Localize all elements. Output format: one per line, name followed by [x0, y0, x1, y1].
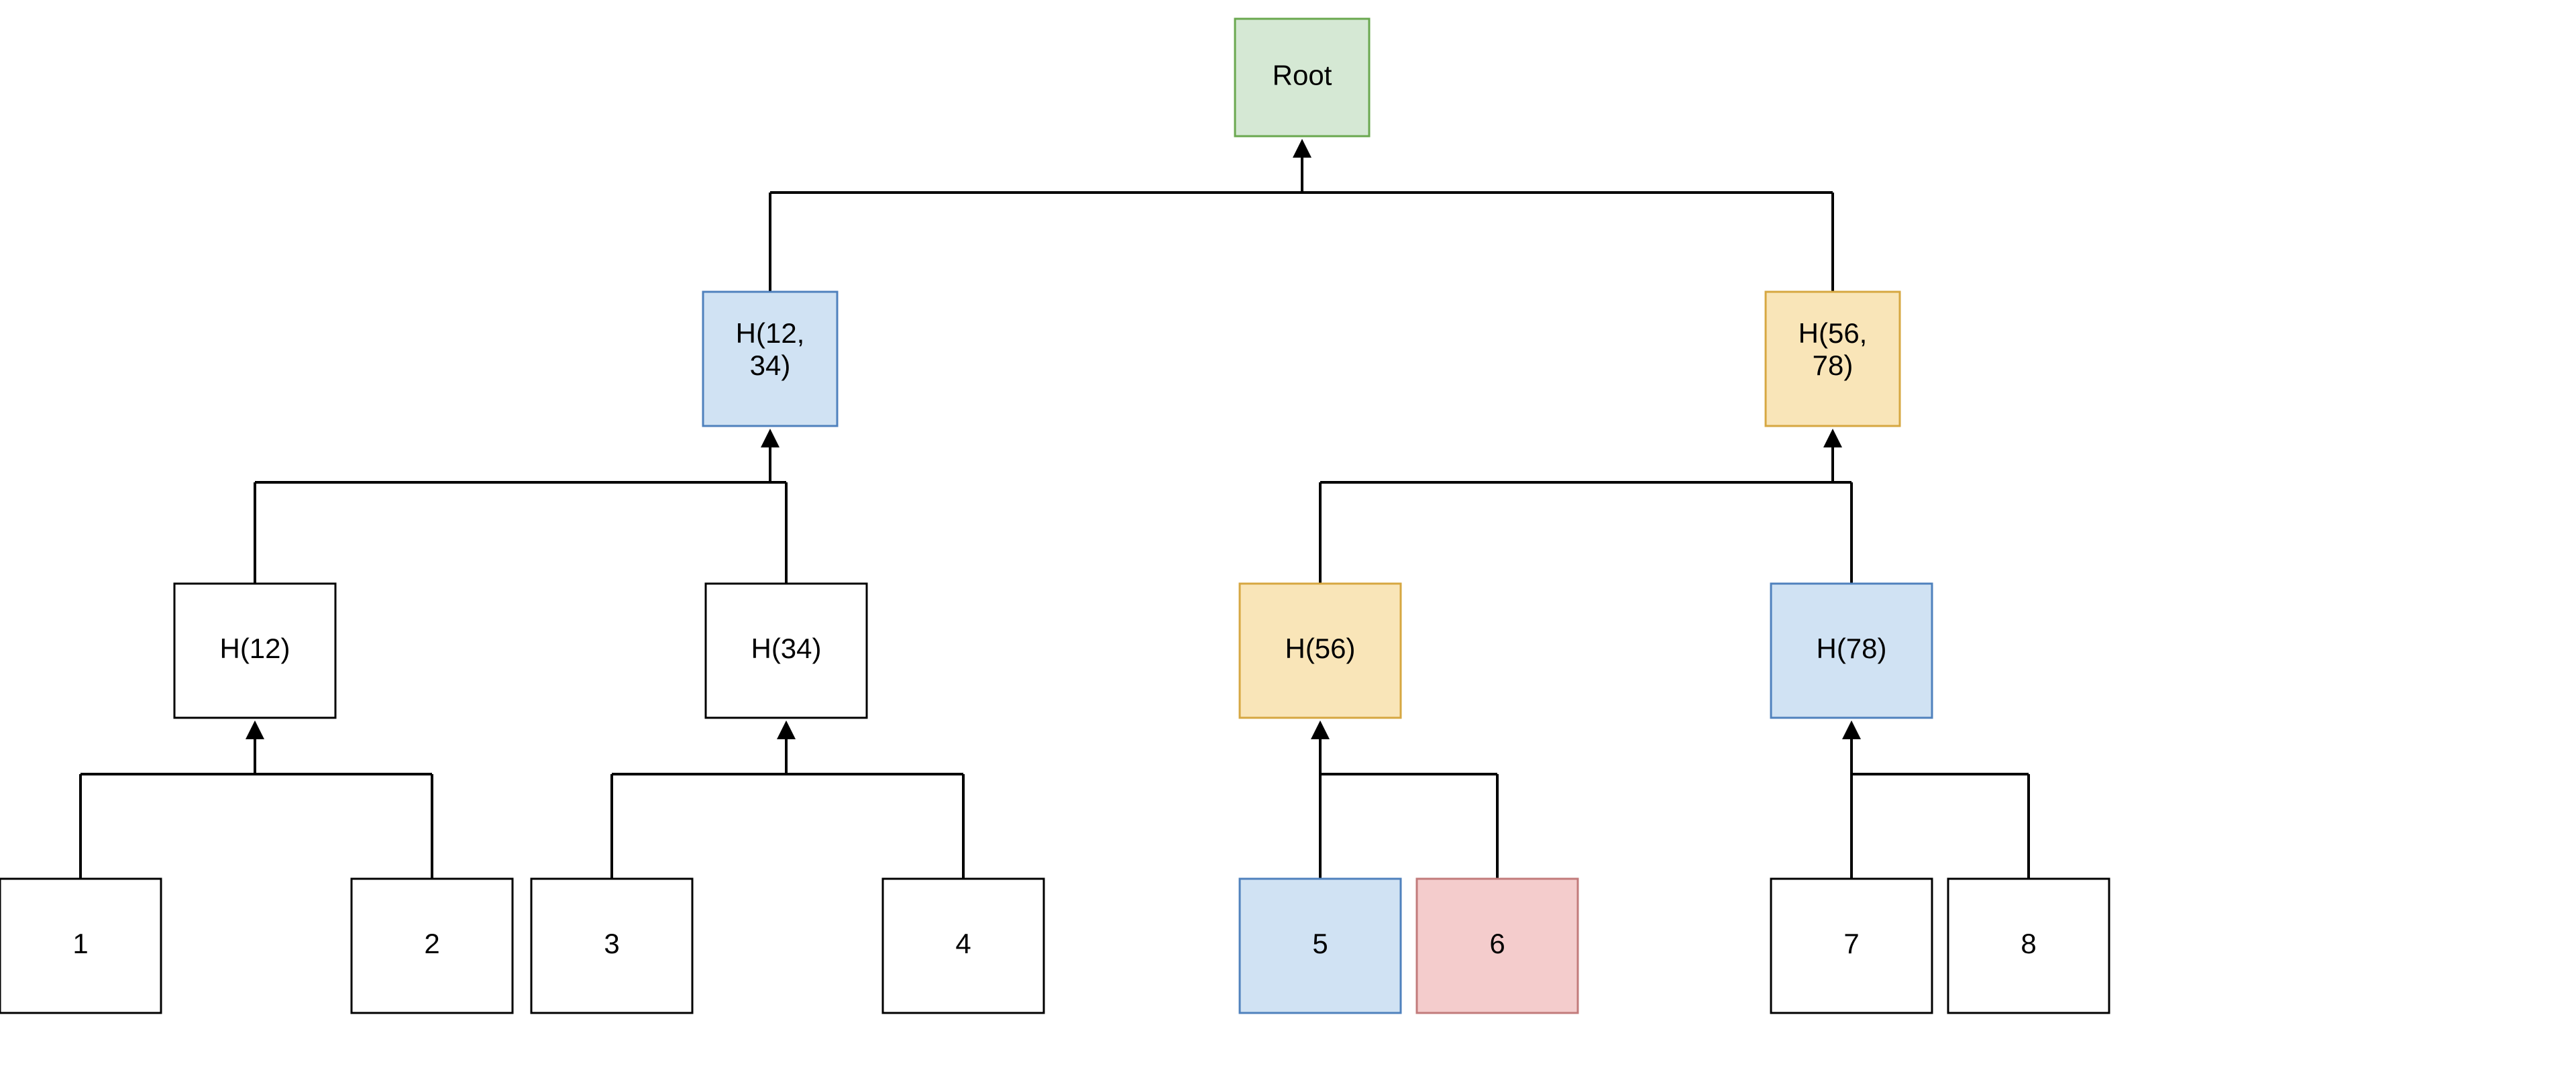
node-l1: 1 [0, 879, 161, 1013]
merkle-tree-diagram: Root H(12,34) H(56,78) H(12) H(34) H(56) H(78)… [0, 0, 2576, 1076]
node-h78: H(78) [1771, 584, 1932, 718]
node-label: 5 [1312, 928, 1328, 959]
node-label: H(78) [1816, 633, 1886, 664]
node-label: 2 [424, 928, 439, 959]
node-h12: H(12) [174, 584, 335, 718]
node-l3: 3 [531, 879, 692, 1013]
node-h5678: H(56,78) [1766, 292, 1900, 426]
node-l4: 4 [883, 879, 1044, 1013]
node-label: H(34) [751, 633, 821, 664]
node-label: 7 [1843, 928, 1859, 959]
node-l8: 8 [1948, 879, 2109, 1013]
node-root: Root [1235, 19, 1369, 136]
edges-layer [80, 139, 2029, 879]
node-label: H(12) [219, 633, 290, 664]
node-l5: 5 [1240, 879, 1401, 1013]
node-l6: 6 [1417, 879, 1578, 1013]
node-label: 8 [2021, 928, 2036, 959]
node-l7: 7 [1771, 879, 1932, 1013]
node-label: 3 [604, 928, 619, 959]
node-label: 1 [72, 928, 88, 959]
node-l2: 2 [352, 879, 513, 1013]
node-label: 6 [1489, 928, 1505, 959]
node-label: 4 [955, 928, 971, 959]
node-label: Root [1273, 60, 1332, 91]
node-label: H(56) [1285, 633, 1355, 664]
nodes-layer: Root H(12,34) H(56,78) H(12) H(34) H(56) H(78)… [0, 19, 2109, 1013]
node-h56: H(56) [1240, 584, 1401, 718]
node-h34: H(34) [706, 584, 867, 718]
node-h1234: H(12,34) [703, 292, 837, 426]
